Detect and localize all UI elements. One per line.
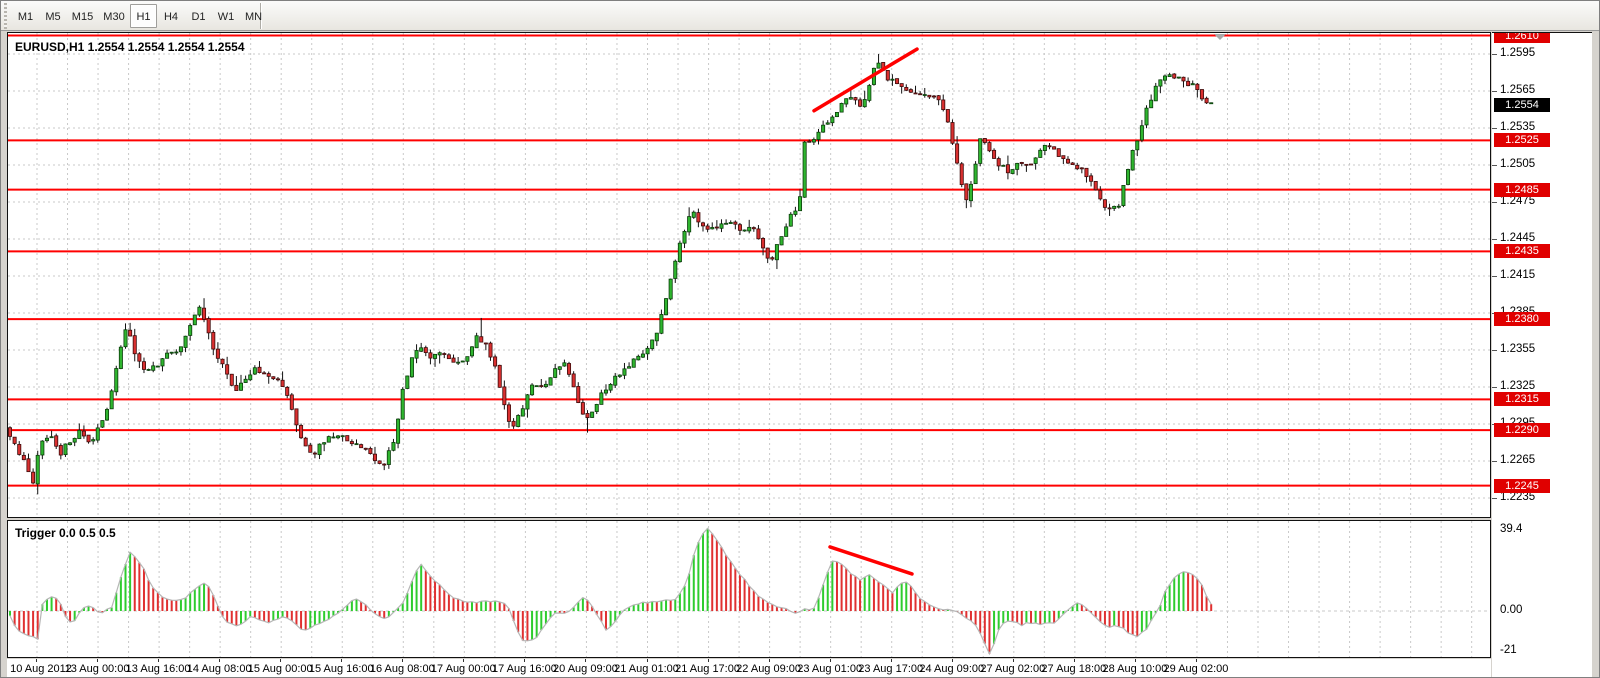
time-tick-label: 13 Aug 00:00 [64,663,130,675]
level-price-badge: 1.2290 [1494,423,1550,438]
window-edge [1592,32,1599,677]
toolbar-separator [260,3,262,29]
time-tick [1134,659,1136,662]
price-tick-label: 1.2325 [1500,380,1536,392]
timeframe-button-m15[interactable]: M15 [71,11,94,23]
time-tick-label: 23 Aug 01:00 [797,663,863,675]
time-tick-label: 16 Aug 08:00 [369,663,435,675]
time-tick [219,659,221,662]
time-tick [585,659,587,662]
time-tick [890,659,892,662]
level-price-badge: 1.2485 [1494,182,1550,197]
price-tick [1492,239,1497,240]
time-tick-label: 21 Aug 17:00 [675,663,740,675]
time-tick [280,659,282,662]
time-tick [1073,659,1075,662]
time-tick [1012,659,1014,662]
level-price-badge: 1.2315 [1494,392,1550,407]
time-tick [646,659,648,662]
level-price-badge: 1.2380 [1494,312,1550,327]
time-tick [951,659,953,662]
price-tick [1492,350,1497,351]
time-tick [402,659,404,662]
price-tick-label: 1.2265 [1500,454,1536,466]
price-tick [1492,387,1497,388]
price-chart-canvas[interactable]: EURUSD,H1 1.2554 1.2554 1.2554 1.2554 [7,32,1491,518]
price-tick-label: 1.2355 [1500,343,1536,355]
price-tick [1492,54,1497,55]
current-price-badge: 1.2554 [1494,97,1550,112]
level-price-badge: 1.2245 [1494,478,1550,493]
price-tick-label: 1.2475 [1500,195,1536,207]
timeframe-button-h1[interactable]: H1 [130,4,157,28]
time-tick [463,659,465,662]
indicator-min-label: -21 [1500,644,1517,656]
time-tick [707,659,709,662]
time-tick-label: 14 Aug 08:00 [186,663,252,675]
price-tick-label: 1.2235 [1500,491,1536,503]
timeframe-button-h4[interactable]: H4 [163,11,179,23]
level-price-badge: 1.2435 [1494,244,1550,259]
indicator-zero-label: 0.00 [1500,604,1523,616]
time-tick-label: 21 Aug 01:00 [614,663,679,675]
time-tick-label: 17 Aug 16:00 [491,663,557,675]
time-tick-label: 22 Aug 09:00 [736,663,802,675]
timeframe-toolbar: M1 M5 M15 M30 H1 H4 D1 W1 MN [1,1,1599,31]
time-tick-label: 29 Aug 02:00 [1163,663,1229,675]
price-tick-label: 1.2535 [1500,121,1536,133]
timeframe-button-d1[interactable]: D1 [191,11,206,23]
chart-shift-marker-icon[interactable] [1214,34,1226,40]
price-tick [1492,128,1497,129]
toolbar-grip[interactable] [3,3,10,29]
time-tick [158,659,160,662]
indicator-max-label: 39.4 [1500,523,1523,535]
timeframe-button-m5[interactable]: M5 [45,11,61,23]
time-tick-label: 23 Aug 17:00 [858,663,924,675]
price-tick [1492,498,1497,499]
indicator-title: Trigger 0.0 0.5 0.5 [15,526,116,540]
timeframe-button-w1[interactable]: W1 [217,11,235,23]
level-price-badge: 1.2610 [1494,33,1550,43]
price-tick [1492,91,1497,92]
time-tick-label: 15 Aug 00:00 [247,663,313,675]
time-tick-label: 13 Aug 16:00 [125,663,191,675]
price-tick-label: 1.2445 [1500,232,1536,244]
time-tick [36,659,37,662]
indicator-panel-canvas[interactable]: Trigger 0.0 0.5 0.5 [7,520,1491,658]
time-tick [524,659,526,662]
time-tick [829,659,831,662]
price-tick-label: 1.2415 [1500,269,1536,281]
time-tick-label: 17 Aug 00:00 [430,663,496,675]
time-tick-label: 24 Aug 09:00 [919,663,985,675]
time-tick [1195,659,1197,662]
time-tick-label: 20 Aug 09:00 [553,663,618,675]
time-tick-label: 15 Aug 16:00 [308,663,374,675]
timeframe-button-m30[interactable]: M30 [103,11,125,23]
price-tick [1492,202,1497,203]
price-tick-label: 1.2565 [1500,84,1536,96]
timeframe-button-mn[interactable]: MN [244,11,263,23]
time-tick [768,659,770,662]
price-tick [1492,165,1497,166]
price-tick-label: 1.2505 [1500,158,1536,170]
price-tick [1492,276,1497,277]
price-axis[interactable]: 1.2595 1.2565 1.2535 1.2505 1.2475 1.2445 1.24… [1492,32,1592,677]
time-tick-label: 28 Aug 10:00 [1102,663,1168,675]
time-tick-label: 27 Aug 02:00 [980,663,1046,675]
time-tick [97,659,99,662]
time-axis[interactable]: 10 Aug 2012 13 Aug 00:00 13 Aug 16:00 14 Au… [7,659,1491,677]
price-tick-label: 1.2595 [1500,47,1536,59]
time-tick-label: 10 Aug 2012 [10,663,72,675]
level-price-badge: 1.2525 [1494,133,1550,148]
time-tick [341,659,343,662]
time-tick-label: 27 Aug 18:00 [1041,663,1107,675]
timeframe-button-m1[interactable]: M1 [17,11,34,23]
chart-title: EURUSD,H1 1.2554 1.2554 1.2554 1.2554 [15,40,245,54]
price-tick [1492,461,1497,462]
